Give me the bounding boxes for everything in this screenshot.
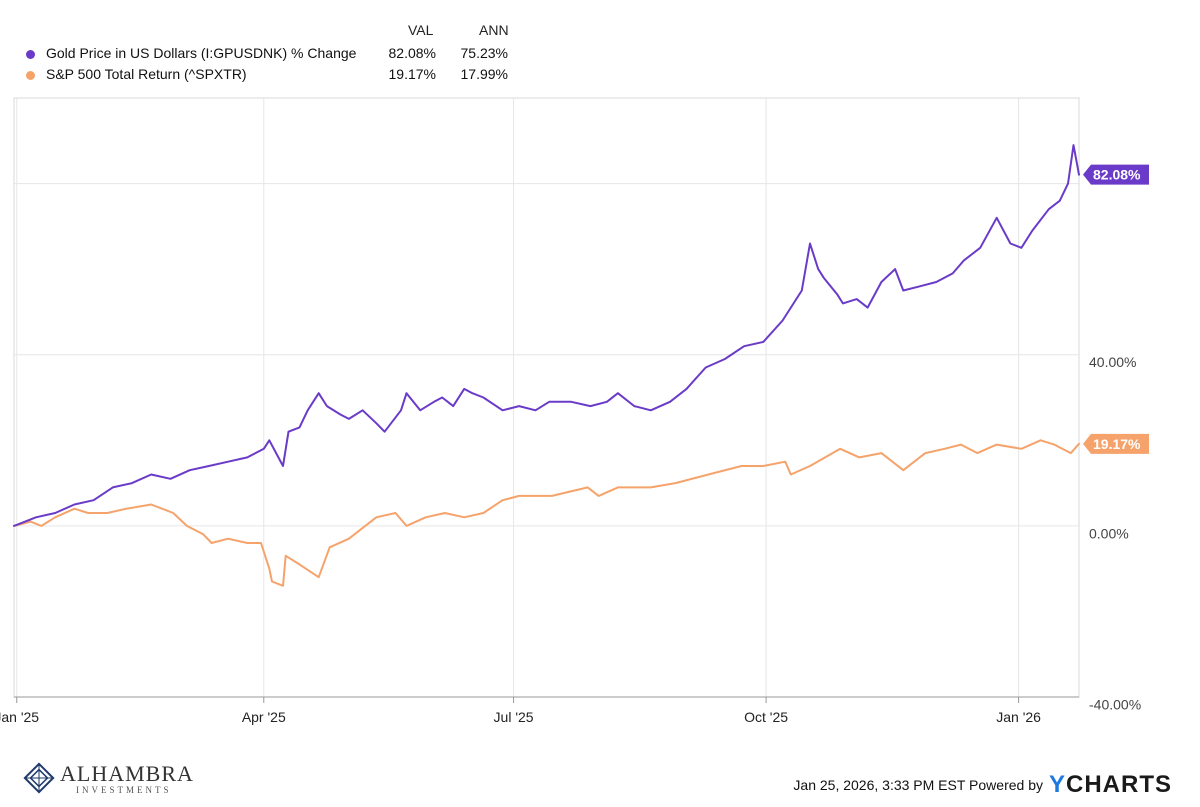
spx-end-flag	[1083, 433, 1149, 454]
legend-series-val: 19.17%	[388, 66, 436, 82]
legend-series-ann: 75.23%	[460, 45, 508, 61]
ycharts-rest: CHARTS	[1066, 771, 1172, 798]
line-chart[interactable]: Jan '25 Apr '25 Jul '25 Oct '25 Jan '26 40.00…	[0, 0, 1200, 740]
y-tick-label: 0.00%	[1089, 525, 1129, 541]
logo-subtitle: INVESTMENTS	[76, 785, 172, 795]
x-tick-label: Apr '25	[242, 709, 286, 725]
gold-end-flag	[1083, 164, 1149, 185]
legend-series-ann: 17.99%	[460, 66, 508, 82]
legend-dot-spx	[26, 71, 35, 80]
legend-series-name: S&P 500 Total Return (^SPXTR)	[46, 66, 247, 82]
gold-end-label: 82.08%	[1093, 167, 1141, 183]
diamond-lattice-icon	[23, 762, 55, 794]
spx-series-line	[13, 439, 1080, 587]
legend-header-ann: ANN	[479, 22, 509, 38]
footer-timestamp: Jan 25, 2026, 3:33 PM EST Powered by	[793, 777, 1043, 793]
legend-dot-gold	[26, 50, 35, 59]
legend: VAL ANN Gold Price in US Dollars (I:GPUS…	[0, 0, 560, 95]
ycharts-y: Y	[1048, 771, 1066, 798]
y-tick-label: 40.00%	[1089, 354, 1136, 370]
spx-end-label: 19.17%	[1093, 436, 1141, 452]
footer: Jan 25, 2026, 3:33 PM EST Powered by YCH…	[793, 771, 1172, 799]
legend-series-name: Gold Price in US Dollars (I:GPUSDNK) % C…	[46, 45, 357, 61]
y-tick-label: -40.00%	[1089, 696, 1141, 712]
gold-series-line	[13, 144, 1080, 527]
ycharts-brand[interactable]: YCHARTS	[1049, 771, 1172, 799]
plot-frame	[13, 97, 1080, 698]
x-tick-label: Jan '25	[0, 709, 39, 725]
alhambra-logo: ALHAMBRA INVESTMENTS	[18, 757, 208, 797]
legend-series-val: 82.08%	[388, 45, 436, 61]
x-tick-label: Jan '26	[996, 709, 1041, 725]
legend-row-spx[interactable]: S&P 500 Total Return (^SPXTR) 19.17% 17.…	[0, 66, 560, 86]
logo-brand: ALHAMBRA	[60, 761, 194, 786]
x-tick-label: Jul '25	[494, 709, 534, 725]
legend-header-val: VAL	[408, 22, 434, 38]
x-tick-label: Oct '25	[744, 709, 788, 725]
legend-row-gold[interactable]: Gold Price in US Dollars (I:GPUSDNK) % C…	[0, 45, 560, 65]
